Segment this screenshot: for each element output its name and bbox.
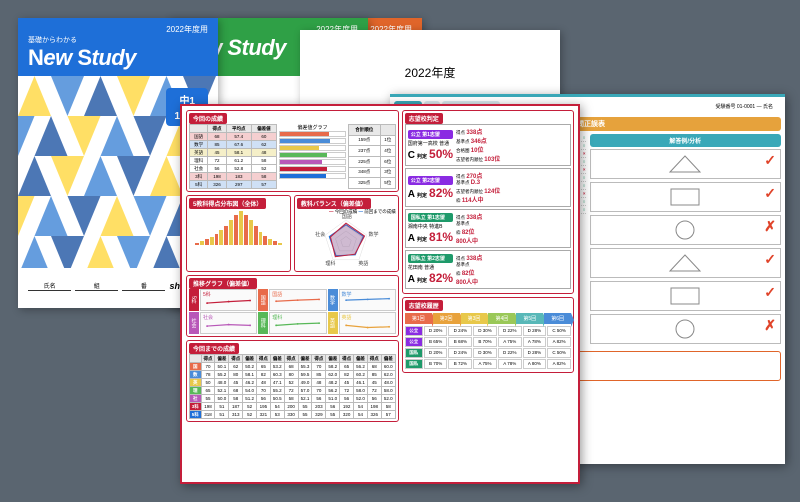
schools-panel: 志望校判定 公立 第1志望 国府第一高校 普通 C判定50% 得点 338点基準… xyxy=(402,110,574,294)
panel-title: 教科バランス（偏差値） xyxy=(297,198,371,209)
panel-title: 今回までの成績 xyxy=(189,343,239,354)
name-slot: 氏名 xyxy=(28,281,71,291)
report-sheet: 今回の成績 得点平均点偏差値国語6857.460数学8567.662英語4558… xyxy=(180,104,580,484)
radar-chart: 国語数学英語理科社会 xyxy=(297,215,396,269)
rank-table: 合計順位159点1位237点4位225点6位348点3位325点5位 xyxy=(348,124,396,189)
scores-table: 得点平均点偏差値国語6857.460数学8567.662英語4558.148理科… xyxy=(189,124,277,189)
history-panel: 志望校履歴 第1回.flow div:nth-child(1):after{bo… xyxy=(402,297,574,373)
panel-title: 志望校判定 xyxy=(405,113,443,124)
book-title: New Study xyxy=(28,45,208,71)
class-slot: 組 xyxy=(75,281,118,291)
panel-title: 今回の成績 xyxy=(189,113,227,124)
past-scores-panel: 今回までの成績 得点偏差得点偏差得点偏差得点偏差得点偏差得点偏差得点偏差国705… xyxy=(186,340,399,422)
book-subtitle: 基礎からわかる xyxy=(28,35,208,45)
scores-panel: 今回の成績 得点平均点偏差値国語6857.460数学8567.662英語4558… xyxy=(186,110,399,192)
panel-title: 志望校履歴 xyxy=(405,300,443,311)
radar-panel: 教科バランス（偏差値） ━ 今回の成績 ━ 前回までの成績 国語数学英語理科社会 xyxy=(294,195,399,272)
trend-panel: 推移グラフ（偏差値） 5科 5科 国語 国語 数学 数学 社会 社会 理科 理科… xyxy=(186,275,399,337)
deviation-bars xyxy=(279,131,346,179)
distribution-panel: 5教科得点分布図（全体） xyxy=(186,195,291,272)
plain-year: 2022年度 xyxy=(300,64,560,81)
panel-title: 5教科得点分布図（全体） xyxy=(189,198,266,209)
panel-title: 推移グラフ（偏差値） xyxy=(189,278,257,289)
number-slot: 番 xyxy=(122,281,165,291)
history-rows: 公立D 20%D 24%D 30%D 22%D 28%C 50%公立B 65%B… xyxy=(405,326,571,369)
geometry-answers: ✓✓✗✓✓✗ xyxy=(590,149,782,344)
school-cards: 公立 第1志望 国府第一高校 普通 C判定50% 得点 338点基準点 346点… xyxy=(405,124,571,289)
histogram xyxy=(189,209,288,247)
sparkline-grid: 5科 5科 国語 国語 数学 数学 社会 社会 理科 理科 英語 英語 xyxy=(189,289,396,334)
book-year: 2022年度用 xyxy=(28,24,208,35)
past-table: 得点偏差得点偏差得点偏差得点偏差得点偏差得点偏差得点偏差国7050.16250.… xyxy=(189,354,396,419)
session-flow: 第1回.flow div:nth-child(1):after{border-l… xyxy=(405,313,571,324)
bar-title: 偏差値グラフ xyxy=(279,124,346,131)
right-title: 解答例/分析 xyxy=(590,134,782,147)
